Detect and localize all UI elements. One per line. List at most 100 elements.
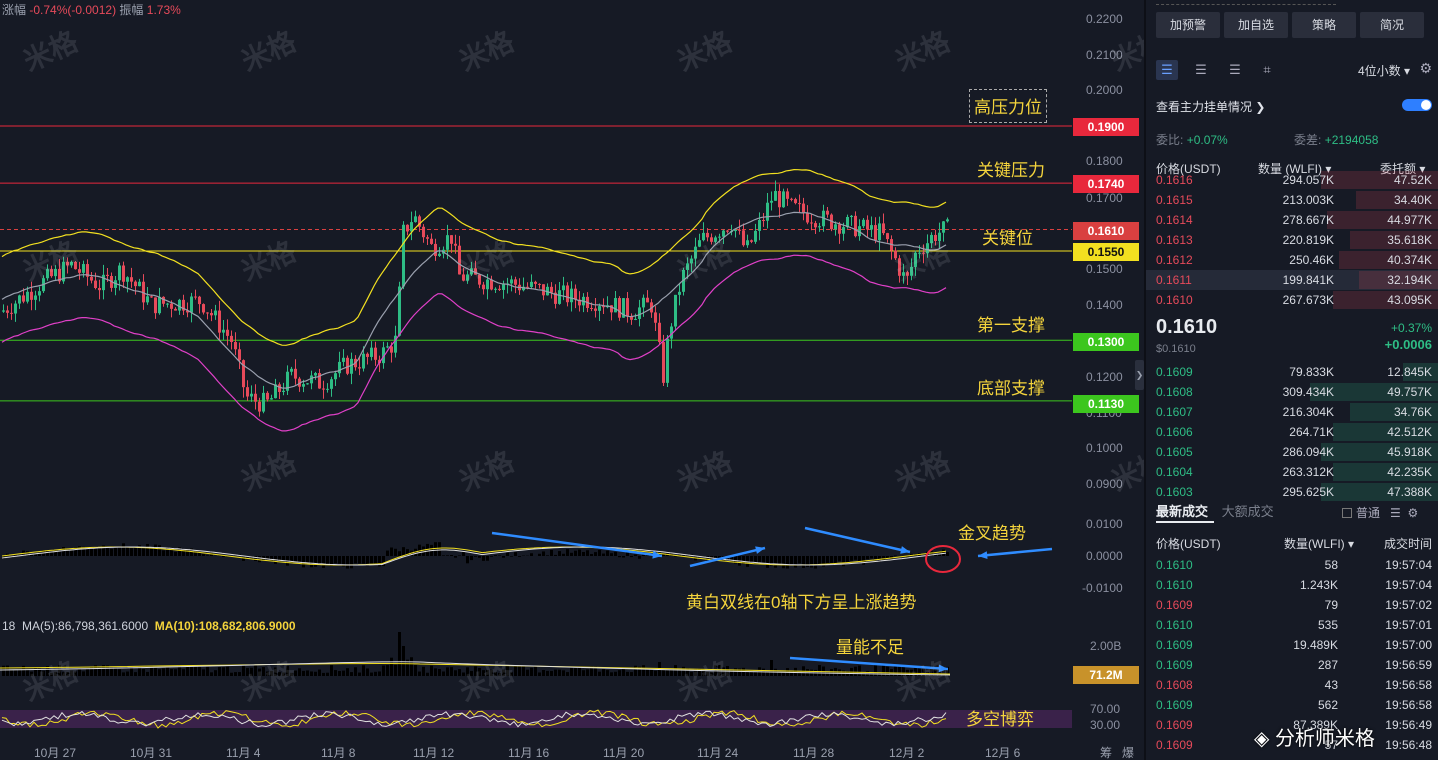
trade-time: 19:57:02: [1385, 598, 1432, 612]
view-asks-icon[interactable]: ☰: [1229, 62, 1241, 77]
macd-bar: [498, 555, 501, 556]
volume-bar: [798, 671, 801, 676]
trade-row: 0.1608 43 19:56:58: [1146, 675, 1438, 695]
strategy-button[interactable]: 策略: [1292, 12, 1356, 38]
bid-row[interactable]: 0.1609 79.833K 12.845K: [1146, 362, 1438, 382]
candle-body: [418, 216, 421, 227]
main-orders-toggle[interactable]: [1402, 99, 1432, 111]
volume-bar: [506, 666, 509, 676]
kline-chart[interactable]: 涨幅 -0.74%(-0.0012) 振幅 1.73% 0.2200 0.210…: [0, 0, 1171, 760]
candle-body: [538, 283, 541, 285]
add-alert-button[interactable]: 加预警: [1156, 12, 1220, 38]
candle-body: [242, 360, 245, 388]
volume-bar: [602, 669, 605, 676]
x-tick: 11月 4: [226, 746, 261, 760]
macd-bar: [66, 548, 69, 556]
candle-body: [618, 298, 621, 318]
macd-bar: [590, 553, 593, 556]
candle-body: [642, 297, 645, 308]
y-tick: 0.1800: [1086, 154, 1123, 168]
candle-body: [74, 261, 77, 270]
row-price: 0.1614: [1156, 213, 1193, 227]
macd-bar: [134, 546, 137, 556]
ask-row[interactable]: 0.1616 294.057K 47.52K: [1146, 170, 1438, 190]
bid-row[interactable]: 0.1607 216.304K 34.76K: [1146, 402, 1438, 422]
candle-body: [894, 250, 897, 259]
view-depth-icon[interactable]: ⌗: [1263, 62, 1271, 77]
normal-checkbox[interactable]: 普通 ☰ ⚙: [1342, 504, 1418, 521]
macd-bar: [650, 550, 653, 556]
macd-bar: [270, 556, 273, 562]
macd-bar: [758, 556, 761, 563]
bid-row[interactable]: 0.1605 286.094K 45.918K: [1146, 442, 1438, 462]
macd-bar: [682, 554, 685, 556]
panel-divider: [1144, 0, 1146, 760]
candle-body: [654, 312, 657, 323]
ask-row[interactable]: 0.1614 278.667K 44.977K: [1146, 210, 1438, 230]
volume-bar: [262, 667, 265, 676]
view-both-icon[interactable]: ☰: [1156, 60, 1178, 80]
macd-bar: [470, 556, 473, 561]
volume-bar: [550, 670, 553, 676]
ask-row[interactable]: 0.1610 267.673K 43.095K: [1146, 290, 1438, 310]
ask-row[interactable]: 0.1615 213.003K 34.40K: [1146, 190, 1438, 210]
tab-latest-trades[interactable]: 最新成交: [1156, 504, 1209, 519]
bid-row[interactable]: 0.1604 263.312K 42.235K: [1146, 462, 1438, 482]
ask-row[interactable]: 0.1612 250.46K 40.374K: [1146, 250, 1438, 270]
trade-row: 0.1609 57 19:56:48: [1146, 735, 1438, 755]
macd-bar: [710, 556, 713, 563]
volume-bar: [218, 667, 221, 676]
col-total-header[interactable]: 委托额 ▾: [1380, 162, 1426, 176]
candle-body: [6, 310, 9, 313]
candle-body: [814, 223, 817, 228]
volume-bar: [446, 667, 449, 676]
depth-bar: [1338, 251, 1438, 269]
volume-bar: [58, 665, 61, 676]
volume-bar: [694, 668, 697, 676]
macd-bar: [358, 556, 361, 564]
precision-select[interactable]: 4位小数 ▾: [1357, 64, 1410, 78]
volume-bar: [2, 665, 5, 676]
trade-col-qty[interactable]: 数量(WLFI) ▾: [1284, 537, 1355, 551]
candle-body: [478, 274, 481, 285]
trade-qty: 535: [1317, 618, 1338, 632]
macd-bar: [130, 548, 133, 556]
volume-bar: [342, 670, 345, 676]
ask-row[interactable]: 0.1611 199.841K 32.194K: [1146, 270, 1438, 290]
depth-bar: [1309, 383, 1438, 401]
candle-body: [454, 243, 457, 246]
col-qty-header[interactable]: 数量 (WLFI) ▾: [1258, 162, 1332, 176]
macd-bar: [594, 552, 597, 556]
volume-bar: [738, 668, 741, 676]
chip-distribution-button[interactable]: 筹: [1100, 746, 1113, 760]
collapse-panel-handle[interactable]: ❯: [1135, 360, 1144, 390]
candle-body: [254, 393, 257, 402]
macd-arrow-2: [689, 546, 766, 568]
candle-body: [278, 384, 281, 392]
candle-body: [238, 349, 241, 361]
main-orders-link[interactable]: 查看主力挂单情况 ❯: [1156, 100, 1266, 114]
liquidation-button[interactable]: 爆: [1122, 746, 1135, 760]
macd-bar: [390, 547, 393, 556]
volume-bar: [202, 669, 205, 676]
chart-canvas[interactable]: [0, 0, 1144, 760]
bid-row[interactable]: 0.1603 295.625K 47.388K: [1146, 482, 1438, 502]
settings-icon[interactable]: ⚙: [1419, 60, 1432, 76]
macd-bar: [770, 556, 773, 566]
candle-body: [62, 261, 65, 282]
volume-bar: [746, 671, 749, 676]
candle-body: [58, 268, 61, 282]
candle-body: [826, 210, 829, 215]
volume-bar: [378, 671, 381, 676]
trade-price: 0.1609: [1156, 698, 1193, 712]
bid-row[interactable]: 0.1606 264.71K 42.512K: [1146, 422, 1438, 442]
macd-bar: [366, 556, 369, 567]
overview-button[interactable]: 简况: [1360, 12, 1424, 38]
ask-row[interactable]: 0.1613 220.819K 35.618K: [1146, 230, 1438, 250]
row-qty: 309.434K: [1282, 385, 1334, 399]
view-bids-icon[interactable]: ☰: [1195, 62, 1207, 77]
bid-row[interactable]: 0.1608 309.434K 49.757K: [1146, 382, 1438, 402]
tab-large-trades[interactable]: 大额成交: [1221, 504, 1274, 519]
candle-body: [310, 375, 313, 384]
add-watchlist-button[interactable]: 加自选: [1224, 12, 1288, 38]
